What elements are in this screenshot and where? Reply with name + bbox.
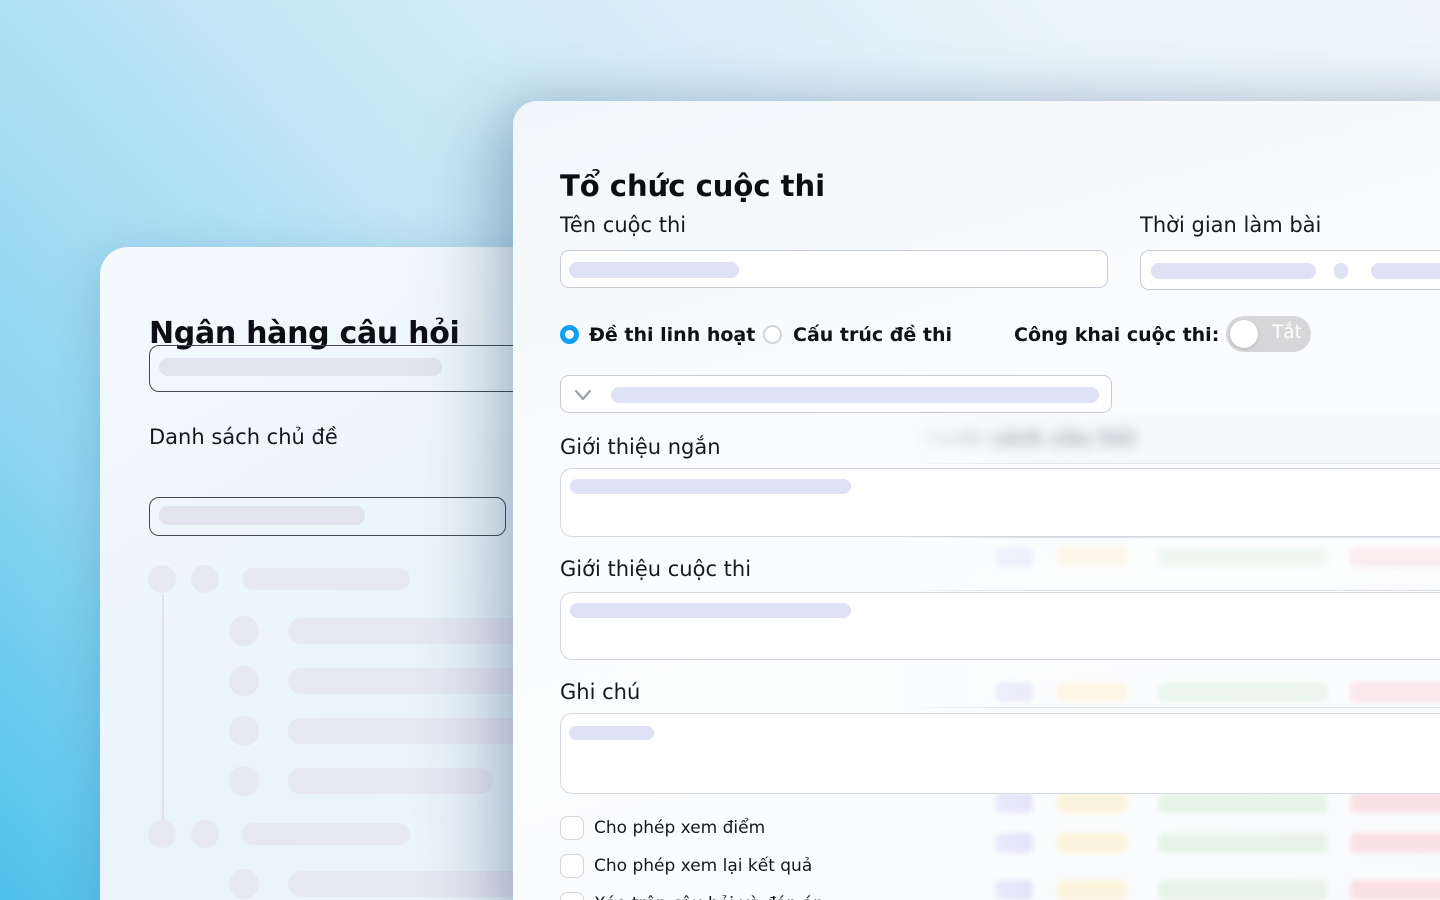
tree-leaf-dot <box>229 666 259 696</box>
toggle-state-label: Tắt <box>1272 322 1302 343</box>
tree-node-bar <box>242 568 410 590</box>
note-label: Ghi chú <box>560 680 641 704</box>
tree-leaf-dot <box>229 869 259 899</box>
contest-name-input[interactable] <box>560 250 1108 288</box>
tree-node-dot <box>148 820 176 848</box>
ghost-table-row <box>903 547 1440 567</box>
topic-filter-input[interactable] <box>149 497 506 536</box>
input-skeleton-bar <box>1371 263 1440 279</box>
chevron-down-icon <box>574 389 592 401</box>
checkbox-review-results-label[interactable]: Cho phép xem lại kết quả <box>594 856 813 876</box>
input-skeleton-bar <box>569 262 739 278</box>
input-skeleton-bar <box>1151 263 1316 279</box>
duration-label: Thời gian làm bài <box>1140 213 1322 237</box>
select-skeleton-bar <box>611 387 1099 403</box>
modal-title: Tổ chức cuộc thi <box>560 169 826 204</box>
radio-structured-exam[interactable] <box>763 325 782 344</box>
tag-chip <box>1057 833 1127 853</box>
short-intro-label: Giới thiệu ngắn <box>560 435 721 459</box>
ghost-row-divider <box>903 707 1440 708</box>
tag-chip <box>1158 793 1328 813</box>
topic-skeleton-bar <box>159 506 365 525</box>
tag-chip <box>1057 682 1127 702</box>
tag-chip <box>1350 682 1440 702</box>
checkbox-view-score[interactable] <box>560 816 584 840</box>
input-skeleton-dot <box>1334 263 1348 279</box>
tag-chip <box>1350 793 1440 813</box>
short-intro-textarea[interactable] <box>560 468 1440 537</box>
tree-node-bar <box>242 823 410 845</box>
ghost-row-divider <box>903 537 1440 538</box>
tag-chip <box>1158 682 1328 702</box>
radio-flexible-exam[interactable] <box>560 325 579 344</box>
textarea-skeleton-bar <box>569 726 654 740</box>
contest-name-label: Tên cuộc thi <box>560 213 687 237</box>
tag-chip <box>1158 833 1328 853</box>
tree-leaf-dot <box>229 616 259 646</box>
checkbox-review-results[interactable] <box>560 854 584 878</box>
textarea-skeleton-bar <box>570 479 851 494</box>
radio-structured-exam-label[interactable]: Cấu trúc đề thi <box>793 324 952 346</box>
tree-node-dot <box>148 565 176 593</box>
ghost-row-divider <box>903 590 1440 591</box>
note-textarea[interactable] <box>560 713 1440 794</box>
tag-chip <box>1158 547 1328 567</box>
ghost-table-row <box>903 793 1440 813</box>
publish-contest-label: Công khai cuộc thi: <box>1014 324 1220 346</box>
ghost-table-row <box>903 682 1440 702</box>
topic-select-dropdown[interactable] <box>560 375 1112 413</box>
tree-connector-line <box>162 594 164 820</box>
publish-toggle[interactable]: Tắt <box>1226 316 1311 352</box>
contest-intro-label: Giới thiệu cuộc thi <box>560 557 752 581</box>
tag-chip <box>1350 833 1440 853</box>
contest-intro-textarea[interactable] <box>560 592 1440 660</box>
tree-node-dot <box>191 820 219 848</box>
radio-flexible-exam-label[interactable]: Đề thi linh hoạt <box>589 324 756 346</box>
toggle-knob <box>1230 320 1258 348</box>
checkbox-shuffle-questions-label[interactable]: Xáo trộn câu hỏi và đáp án <box>594 894 824 900</box>
tag-chip <box>1350 547 1440 567</box>
tree-leaf-dot <box>229 716 259 746</box>
tag-chip <box>1057 547 1127 567</box>
tag-chip <box>1057 880 1127 900</box>
topics-list-label: Danh sách chủ đề <box>149 425 338 449</box>
search-skeleton-bar <box>159 358 442 376</box>
duration-input[interactable] <box>1140 250 1440 290</box>
checkbox-view-score-label[interactable]: Cho phép xem điểm <box>594 818 766 838</box>
checkbox-shuffle-questions[interactable] <box>560 892 584 900</box>
tag-chip <box>1057 793 1127 813</box>
textarea-skeleton-bar <box>570 603 851 618</box>
tree-leaf-dot <box>229 766 259 796</box>
tag-chip <box>1350 880 1440 900</box>
tree-leaf-bar <box>288 768 493 794</box>
tree-node-dot <box>191 565 219 593</box>
tag-chip <box>1158 880 1328 900</box>
contest-modal: Danh sách câu hỏi <box>513 101 1440 900</box>
